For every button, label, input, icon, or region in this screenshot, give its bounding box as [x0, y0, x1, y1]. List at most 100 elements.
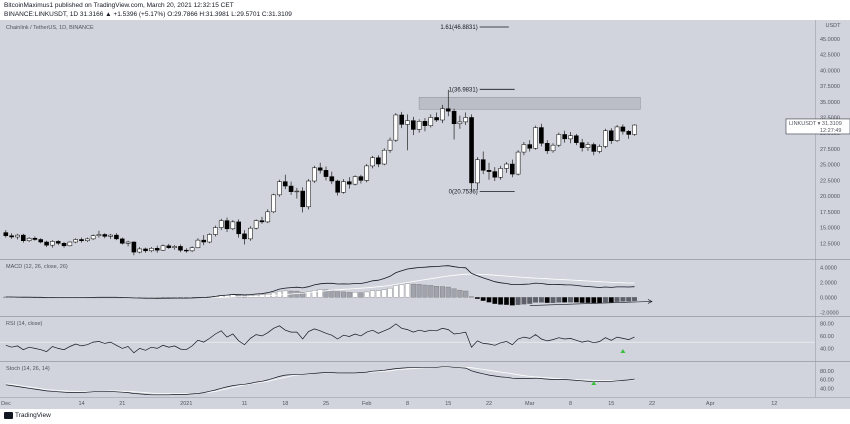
candle-body	[44, 241, 49, 246]
candle-body	[480, 159, 486, 171]
macd-histogram-bar	[405, 283, 410, 298]
candle-body	[131, 241, 137, 253]
macd-histogram-bar	[469, 296, 474, 298]
candle-body	[178, 246, 183, 251]
fib-level-label: 1.61(46.8831)	[440, 25, 477, 31]
time-tick-label: 8	[569, 401, 572, 407]
candle-body	[393, 114, 399, 141]
candle-body	[457, 121, 463, 125]
candle-body	[67, 241, 73, 247]
price-tick-label: 22.5000	[820, 178, 840, 184]
rsi-up-arrow-icon	[620, 348, 626, 353]
macd-histogram-bar	[562, 297, 568, 303]
candle-body	[451, 110, 457, 125]
price-tag-countdown: 12:27:49	[820, 128, 841, 134]
macd-histogram-bar	[585, 297, 591, 303]
macd-histogram-bar	[486, 297, 492, 303]
candle-body	[90, 235, 96, 240]
footer: TradingView	[0, 409, 850, 424]
macd-tick-label: 4.0000	[820, 265, 837, 271]
candle-body	[405, 120, 410, 125]
macd-trendline[interactable]	[529, 301, 653, 306]
candle-body	[387, 139, 393, 151]
stoch-up-arrow-icon	[591, 381, 597, 385]
tradingview-logo-text: TradingView	[15, 412, 51, 420]
candle-body	[603, 130, 608, 147]
macd-histogram-bar	[579, 297, 585, 303]
macd-histogram-bar	[352, 292, 358, 298]
macd-histogram-bar	[428, 285, 434, 298]
stoch-pane-label: Stoch (14, 26, 14)	[6, 366, 50, 372]
candle-body	[55, 241, 61, 244]
candle-body	[376, 157, 381, 165]
candle-body	[544, 143, 550, 152]
candle-body	[515, 151, 521, 175]
candle-body	[50, 241, 55, 246]
price-tick-label: 37.5000	[820, 84, 840, 90]
candle-body	[498, 168, 503, 178]
candle-body	[370, 157, 375, 167]
time-tick-label: 22	[486, 401, 492, 407]
rsi-tick-label: 60.00	[820, 334, 834, 340]
candle-body	[288, 185, 294, 192]
candle-body	[364, 165, 370, 181]
macd-histogram-bar	[387, 288, 393, 298]
candle-body	[96, 234, 102, 236]
currency-label: USDT	[826, 23, 842, 29]
tradingview-logo-icon	[4, 412, 13, 419]
price-axis[interactable]	[815, 20, 850, 397]
price-tick-label: 40.0000	[820, 68, 840, 74]
time-tick-label: 25	[323, 401, 329, 407]
macd-histogram-bar	[556, 297, 562, 303]
macd-pane-label: MACD (12, 26, close, 26)	[6, 264, 68, 270]
time-tick-label: Mar	[525, 401, 535, 407]
macd-histogram-bar	[294, 290, 300, 298]
macd-histogram-bar	[358, 292, 364, 298]
rsi-line	[5, 323, 635, 354]
macd-histogram-bar	[276, 291, 282, 298]
macd-histogram-bar	[620, 297, 626, 302]
price-tick-label: 20.0000	[820, 194, 840, 200]
candle-body	[242, 233, 247, 240]
candle-body	[381, 149, 387, 165]
candle-body	[38, 239, 44, 243]
macd-histogram-bar	[300, 291, 306, 298]
candle-body	[358, 176, 364, 181]
macd-histogram-bar	[236, 294, 242, 298]
candle-body	[434, 117, 439, 121]
candle-body	[533, 127, 538, 149]
candle-body	[172, 246, 177, 248]
time-axis[interactable]	[0, 397, 850, 409]
candle-body	[26, 237, 32, 242]
candle-body	[230, 221, 236, 230]
candle-body	[236, 221, 241, 235]
time-tick-label: 11	[242, 401, 248, 407]
plot-area[interactable]	[0, 20, 815, 397]
candle-body	[626, 131, 632, 135]
candle-body	[271, 194, 276, 213]
macd-histogram-bar	[306, 291, 311, 298]
macd-histogram-bar	[323, 289, 329, 298]
stoch-k-line	[5, 366, 635, 396]
candle-body	[79, 239, 84, 242]
tradingview-logo[interactable]: TradingView	[4, 412, 51, 419]
price-tick-label: 42.5000	[820, 53, 840, 59]
candle-body	[632, 124, 637, 135]
macd-histogram-bar	[329, 290, 335, 298]
macd-histogram-bar	[550, 297, 556, 303]
candle-body	[521, 144, 527, 153]
macd-histogram-bar	[410, 283, 416, 298]
time-tick-label: 12	[771, 401, 777, 407]
trendline-arrow-icon	[647, 299, 653, 304]
macd-line	[5, 265, 635, 299]
stoch-tick-label: 80.00	[820, 369, 834, 375]
rsi-tick-label: 40.00	[820, 346, 834, 352]
candle-body	[248, 227, 253, 240]
macd-histogram-bar	[335, 291, 341, 298]
candle-body	[114, 234, 119, 240]
candle-body	[312, 167, 317, 182]
time-tick-label: 18	[282, 401, 288, 407]
resistance-zone[interactable]	[418, 97, 641, 110]
macd-tick-label: 2.0000	[820, 280, 837, 286]
time-tick-label: Dec	[1, 401, 11, 407]
